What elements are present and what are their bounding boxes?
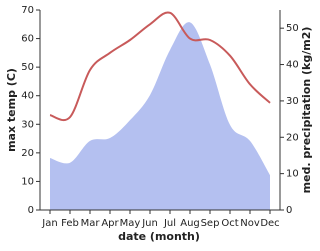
y2-tick-label: 50 <box>286 23 299 34</box>
precipitation-area <box>50 22 270 210</box>
x-tick-label: Sep <box>201 218 220 229</box>
x-tick-label: Dec <box>260 218 279 229</box>
y-tick-label: 0 <box>28 205 34 216</box>
y-tick-label: 50 <box>21 62 34 73</box>
x-tick-label: Oct <box>221 218 238 229</box>
y-axis-label: max temp (C) <box>5 68 18 152</box>
x-tick-label: Jan <box>41 218 57 229</box>
y-tick-label: 20 <box>21 148 34 159</box>
y2-tick-label: 30 <box>286 96 299 107</box>
temp-line <box>49 11 271 122</box>
x-tick-label: Jul <box>163 218 176 229</box>
x-tick-label: Nov <box>240 218 260 229</box>
x-axis-label: date (month) <box>118 230 200 243</box>
y-tick-label: 10 <box>21 176 34 187</box>
y2-tick-label: 0 <box>286 205 292 216</box>
y2-axis-label: med. precipitation (kg/m2) <box>300 27 313 194</box>
x-tick-label: May <box>120 218 141 229</box>
x-tick-label: Jun <box>141 218 158 229</box>
y2-tick-label: 10 <box>286 169 299 180</box>
y-tick-label: 40 <box>21 91 34 102</box>
y2-tick-label: 20 <box>286 132 299 143</box>
x-tick-label: Mar <box>81 218 101 229</box>
x-tick-label: Feb <box>61 218 79 229</box>
chart: date (month) max temp (C) med. precipita… <box>5 5 313 243</box>
y-tick-label: 60 <box>21 34 34 45</box>
y2-tick-label: 40 <box>286 60 299 71</box>
x-tick-label: Aug <box>180 218 200 229</box>
y-tick-label: 30 <box>21 119 34 130</box>
y-tick-label: 70 <box>21 5 34 16</box>
x-tick-label: Apr <box>101 218 119 229</box>
